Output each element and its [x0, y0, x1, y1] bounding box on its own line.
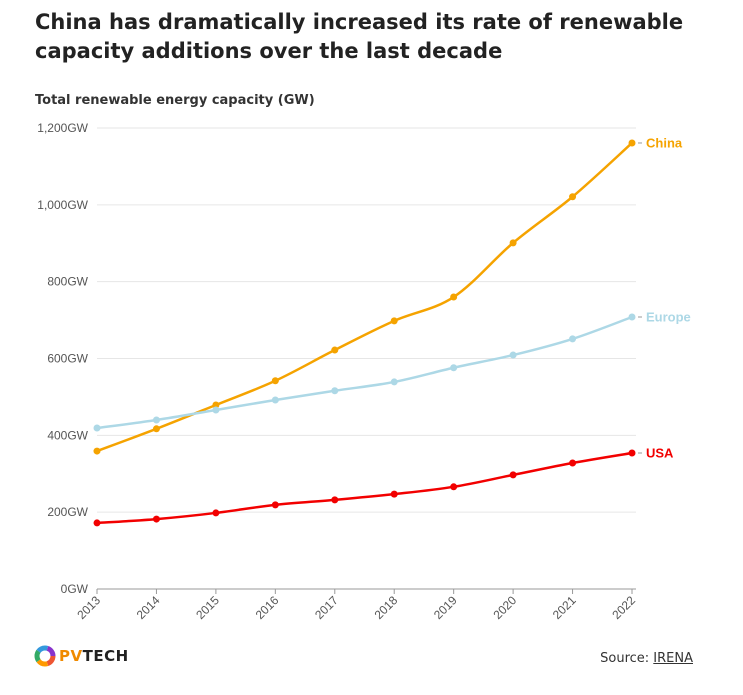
- data-point-usa: [331, 496, 339, 504]
- data-point-europe: [271, 396, 279, 404]
- data-point-europe: [93, 424, 101, 432]
- data-point-china: [509, 239, 517, 247]
- data-point-usa: [450, 483, 458, 491]
- pvtech-logo-icon: [34, 645, 56, 667]
- chart-title: China has dramatically increased its rat…: [35, 10, 684, 63]
- data-point-usa: [509, 471, 517, 479]
- data-point-europe: [331, 387, 339, 395]
- y-tick-label: 1,200GW: [37, 121, 88, 135]
- source-label: Source:: [600, 651, 650, 666]
- x-tick-label: 2013: [74, 593, 103, 622]
- data-point-europe: [628, 313, 636, 321]
- x-tick-label: 2022: [609, 593, 638, 622]
- series-label-usa: USA: [646, 446, 674, 461]
- data-point-usa: [569, 459, 577, 467]
- data-point-china: [331, 346, 339, 354]
- x-tick-label: 2021: [550, 593, 579, 622]
- series-line-usa: [96, 451, 633, 525]
- data-point-europe: [152, 416, 160, 424]
- y-tick-label: 800GW: [47, 275, 88, 289]
- x-tick-label: 2019: [431, 593, 460, 622]
- data-point-europe: [569, 335, 577, 343]
- y-tick-label: 200GW: [47, 505, 88, 519]
- logo-pv: PV: [59, 647, 83, 665]
- data-point-china: [93, 447, 101, 455]
- data-point-china: [152, 425, 160, 433]
- data-point-china: [212, 401, 220, 409]
- source-link[interactable]: IRENA: [653, 651, 693, 666]
- data-point-usa: [390, 490, 398, 498]
- y-tick-label: 1,000GW: [37, 198, 88, 212]
- pvtech-logo: PVTECH: [34, 645, 129, 667]
- data-point-usa: [212, 509, 220, 517]
- data-point-china: [450, 293, 458, 301]
- data-point-china: [569, 193, 577, 201]
- data-point-usa: [271, 501, 279, 509]
- data-point-europe: [390, 378, 398, 386]
- data-point-europe: [212, 406, 220, 414]
- x-tick-label: 2020: [490, 593, 519, 622]
- data-point-usa: [628, 449, 636, 457]
- source-note: Source: IRENA: [600, 651, 693, 666]
- series-label-china: China: [646, 135, 683, 150]
- x-tick-label: 2016: [253, 593, 282, 622]
- data-point-europe: [450, 364, 458, 372]
- x-tick-label: 2018: [372, 593, 401, 622]
- x-tick-label: 2017: [312, 593, 341, 622]
- data-point-europe: [509, 351, 517, 359]
- chart-subtitle: Total renewable energy capacity (GW): [35, 93, 315, 108]
- series-line-europe: [96, 315, 633, 430]
- y-tick-label: 400GW: [47, 428, 88, 442]
- data-point-china: [271, 377, 279, 385]
- y-tick-label: 600GW: [47, 352, 88, 366]
- data-point-usa: [152, 515, 160, 523]
- x-tick-label: 2014: [134, 593, 163, 622]
- logo-tech: TECH: [82, 647, 129, 665]
- data-point-china: [390, 317, 398, 325]
- series-label-europe: Europe: [646, 310, 691, 325]
- x-tick-label: 2015: [193, 593, 222, 622]
- data-point-usa: [93, 519, 101, 527]
- series-line-china: [96, 142, 633, 453]
- data-point-china: [628, 139, 636, 147]
- y-tick-label: 0GW: [61, 582, 89, 596]
